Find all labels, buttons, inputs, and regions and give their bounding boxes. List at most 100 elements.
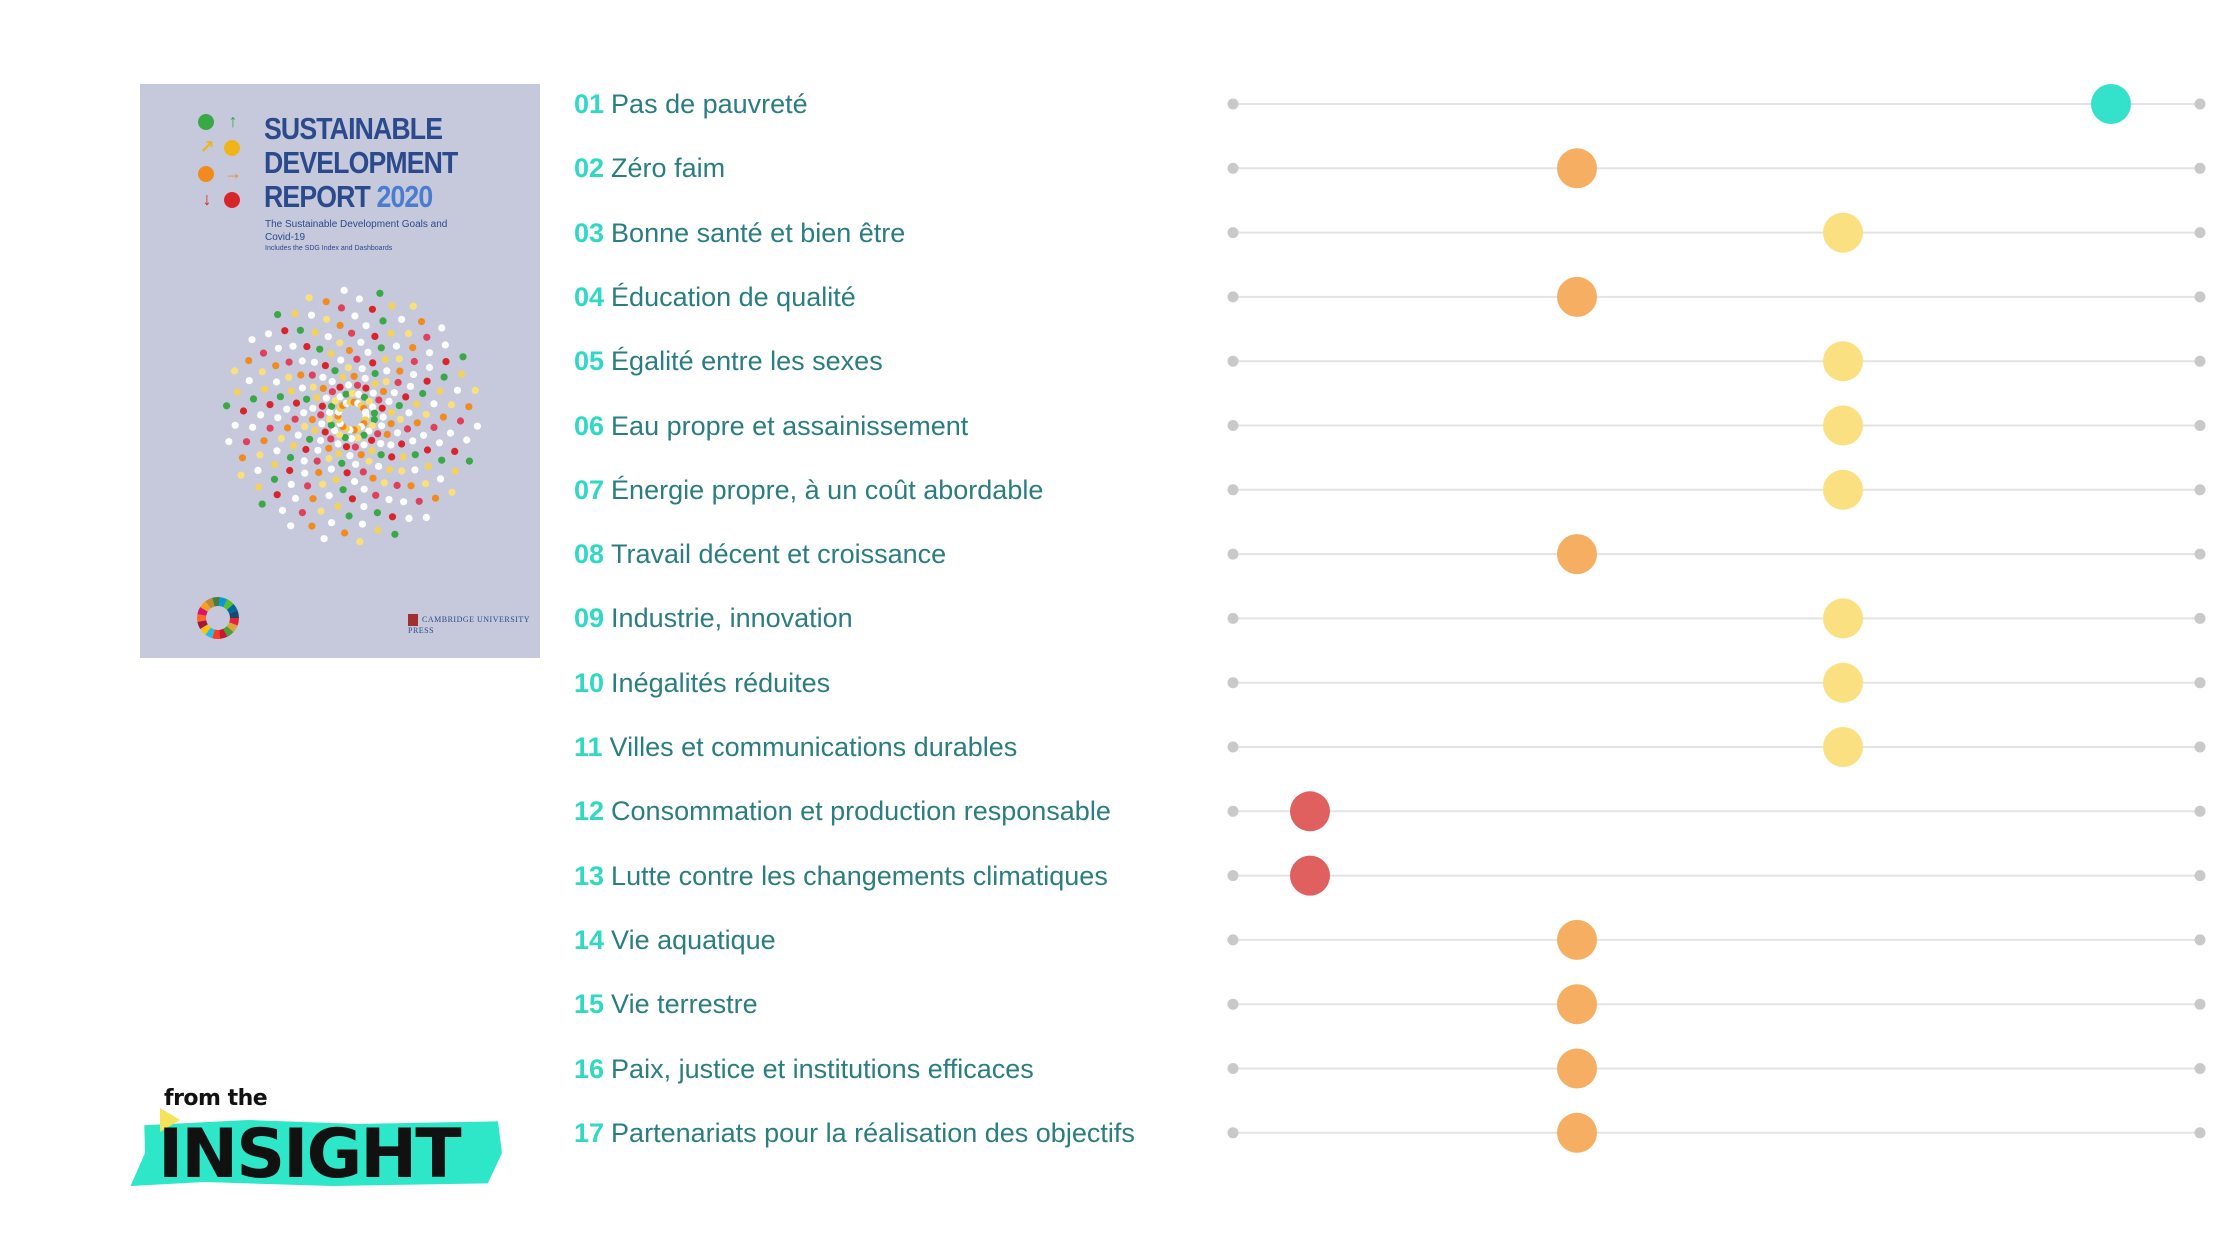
burst-dot (379, 317, 387, 325)
cover-subtitle: The Sustainable Development Goals and Co… (265, 219, 448, 243)
burst-dot (375, 462, 383, 470)
logo-from-text: from the (164, 1086, 268, 1111)
burst-dot (316, 345, 324, 353)
burst-dot (313, 394, 321, 402)
goal-name: Industrie, innovation (611, 603, 853, 634)
burst-dot (338, 459, 346, 467)
burst-dot (327, 421, 335, 429)
burst-dot (324, 333, 332, 341)
goal-name: Partenariats pour la réalisation des obj… (611, 1117, 1135, 1148)
burst-dot (368, 305, 376, 313)
burst-dot (254, 466, 262, 474)
track-start-marker (1227, 805, 1239, 817)
burst-dot (374, 430, 382, 438)
burst-dot (370, 416, 378, 424)
burst-dot (368, 436, 376, 444)
burst-dot (317, 411, 325, 419)
goal-number: 10 (574, 667, 605, 698)
track-start-marker (1227, 548, 1239, 560)
burst-dot (387, 420, 395, 428)
burst-dot (287, 522, 295, 530)
burst-dot (439, 413, 447, 421)
burst-dot (423, 446, 432, 454)
burst-dot (287, 387, 295, 395)
burst-dot (339, 486, 347, 494)
burst-dot (377, 451, 385, 459)
burst-dot (327, 350, 335, 358)
goal-score-dot (1557, 1048, 1597, 1089)
track-end-marker (2194, 998, 2206, 1010)
burst-dot (465, 403, 473, 411)
burst-dot (296, 326, 304, 334)
wheel-segment (205, 597, 215, 609)
goal-number: 13 (574, 860, 605, 891)
burst-dot (297, 371, 305, 379)
goal-label: 15 Vie terrestre (574, 984, 758, 1024)
burst-dot (261, 385, 269, 393)
burst-dot (365, 397, 373, 406)
burst-dot (385, 397, 393, 405)
burst-dot (341, 529, 349, 537)
burst-dot (285, 373, 293, 381)
goal-score-dot (1823, 405, 1863, 446)
wheel-segment (212, 597, 220, 607)
burst-dot (294, 431, 302, 439)
burst-dot (409, 344, 417, 352)
burst-dot (409, 437, 417, 445)
burst-dot (442, 358, 450, 366)
cover-title-line2: DEVELOPMENT (264, 145, 458, 180)
burst-dot (326, 408, 334, 416)
burst-dot (383, 430, 391, 438)
wheel-segment (200, 624, 211, 635)
track-start-marker (1227, 162, 1239, 174)
burst-dot (417, 318, 426, 326)
goal-score-dot (1557, 984, 1597, 1025)
burst-dot (395, 355, 403, 363)
wheel-segment (226, 603, 238, 614)
burst-dot (278, 506, 287, 514)
burst-dot (336, 339, 344, 347)
burst-dot (249, 395, 258, 403)
wheel-segment (229, 618, 239, 626)
burst-dot (377, 344, 385, 352)
goal-dot-chart (1227, 84, 2206, 1153)
burst-dot (446, 429, 455, 437)
burst-dot (325, 444, 333, 452)
burst-dot (345, 346, 353, 355)
track-start-marker (1227, 612, 1239, 624)
burst-dot (378, 422, 386, 430)
burst-dot (406, 382, 415, 390)
goal-number: 17 (574, 1117, 605, 1148)
goal-number: 16 (574, 1053, 605, 1084)
up-arrow-icon: ↑ (228, 111, 238, 131)
goal-label: 05 Égalité entre les sexes (574, 341, 883, 381)
goal-score-dot (1557, 534, 1597, 575)
burst-dot (398, 467, 406, 475)
track-start-marker (1227, 677, 1239, 689)
burst-dot (308, 522, 316, 530)
goal-name: Paix, justice et institutions efficaces (611, 1053, 1034, 1084)
goal-name: Éducation de qualité (611, 281, 856, 312)
goal-score-dot (1823, 212, 1863, 253)
goal-number: 03 (574, 217, 605, 248)
goal-number: 07 (574, 474, 605, 505)
burst-dot (360, 485, 368, 493)
sdg-wheel-icon (197, 597, 239, 639)
track-start-marker (1227, 934, 1239, 946)
burst-dot (395, 402, 403, 410)
cover-title-line1: SUSTAINABLE (264, 111, 443, 146)
burst-dot (375, 396, 383, 404)
goal-name: Travail décent et croissance (611, 539, 947, 570)
track-start-marker (1227, 291, 1239, 303)
burst-dot (309, 495, 317, 503)
goal-label: 09 Industrie, innovation (574, 598, 853, 638)
burst-dot (419, 389, 427, 398)
burst-dot (409, 370, 418, 379)
goal-label: 06 Eau propre et assainissement (574, 406, 968, 446)
burst-dot (415, 497, 423, 505)
burst-dot (342, 390, 350, 398)
burst-dot (301, 469, 309, 477)
burst-dot (353, 381, 362, 389)
burst-dot (332, 476, 340, 484)
burst-dot (273, 447, 281, 455)
